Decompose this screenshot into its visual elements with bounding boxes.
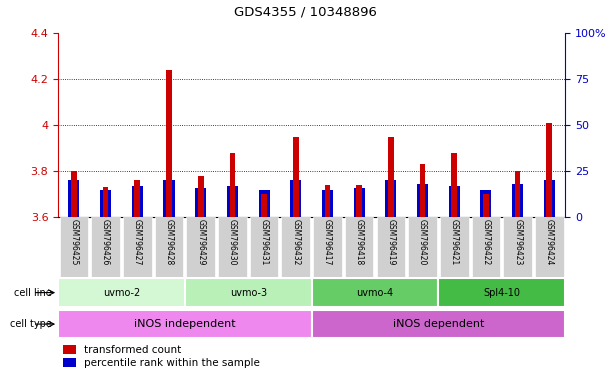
Text: GSM796418: GSM796418 [354,219,364,265]
Bar [258,190,269,217]
Text: GSM796419: GSM796419 [386,219,395,265]
Text: GSM796425: GSM796425 [70,219,78,265]
Bar [100,190,111,217]
Text: Spl4-10: Spl4-10 [483,288,521,298]
Bar [68,180,79,217]
Text: cell line: cell line [14,288,52,298]
Bar [420,164,425,217]
FancyBboxPatch shape [123,217,152,277]
FancyBboxPatch shape [218,217,247,277]
Bar [417,184,428,217]
Bar [166,70,172,217]
FancyBboxPatch shape [58,278,185,307]
Bar [386,180,397,217]
Bar [356,185,362,217]
Bar [195,188,207,217]
Text: GSM796428: GSM796428 [164,219,174,265]
Bar [354,188,365,217]
FancyBboxPatch shape [186,217,215,277]
FancyBboxPatch shape [408,217,437,277]
Bar [262,194,267,217]
FancyBboxPatch shape [282,217,310,277]
Text: GSM796427: GSM796427 [133,219,142,265]
FancyBboxPatch shape [312,278,439,307]
FancyBboxPatch shape [155,217,183,277]
Text: GSM796417: GSM796417 [323,219,332,265]
Bar [452,153,457,217]
Bar [227,186,238,217]
FancyBboxPatch shape [58,310,312,338]
Text: GSM796426: GSM796426 [101,219,110,265]
FancyBboxPatch shape [439,278,565,307]
Bar [483,194,489,217]
FancyBboxPatch shape [185,278,312,307]
Text: uvmo-3: uvmo-3 [230,288,267,298]
Legend: transformed count, percentile rank within the sample: transformed count, percentile rank withi… [64,345,260,368]
Bar [515,171,521,217]
FancyBboxPatch shape [91,217,120,277]
FancyBboxPatch shape [472,217,500,277]
Bar [134,180,140,217]
Text: GDS4355 / 10348896: GDS4355 / 10348896 [234,6,377,19]
FancyBboxPatch shape [440,217,469,277]
Bar [293,137,299,217]
Bar [132,186,143,217]
Text: iNOS independent: iNOS independent [134,319,236,329]
Text: GSM796420: GSM796420 [418,219,427,265]
Bar [544,180,555,217]
Text: uvmo-2: uvmo-2 [103,288,140,298]
FancyBboxPatch shape [376,217,405,277]
Bar [230,153,235,217]
Text: cell type: cell type [10,319,52,329]
Bar [103,187,108,217]
Text: iNOS dependent: iNOS dependent [393,319,484,329]
Text: uvmo-4: uvmo-4 [356,288,393,298]
Text: GSM796421: GSM796421 [450,219,459,265]
Bar [388,137,393,217]
Bar [322,190,333,217]
Text: GSM796430: GSM796430 [228,219,237,266]
Text: GSM796423: GSM796423 [513,219,522,265]
Text: GSM796424: GSM796424 [545,219,554,265]
Bar [324,185,331,217]
Bar [546,123,552,217]
FancyBboxPatch shape [313,217,342,277]
Bar [71,171,77,217]
FancyBboxPatch shape [250,217,279,277]
FancyBboxPatch shape [312,310,565,338]
Bar [448,186,460,217]
Bar [512,184,523,217]
FancyBboxPatch shape [535,217,563,277]
FancyBboxPatch shape [60,217,88,277]
Bar [198,176,203,217]
FancyBboxPatch shape [503,217,532,277]
Text: GSM796431: GSM796431 [260,219,269,265]
Bar [480,190,491,217]
Text: GSM796432: GSM796432 [291,219,300,265]
Text: GSM796422: GSM796422 [481,219,491,265]
Text: GSM796429: GSM796429 [196,219,205,265]
Bar [163,180,175,217]
FancyBboxPatch shape [345,217,373,277]
Bar [290,180,301,217]
